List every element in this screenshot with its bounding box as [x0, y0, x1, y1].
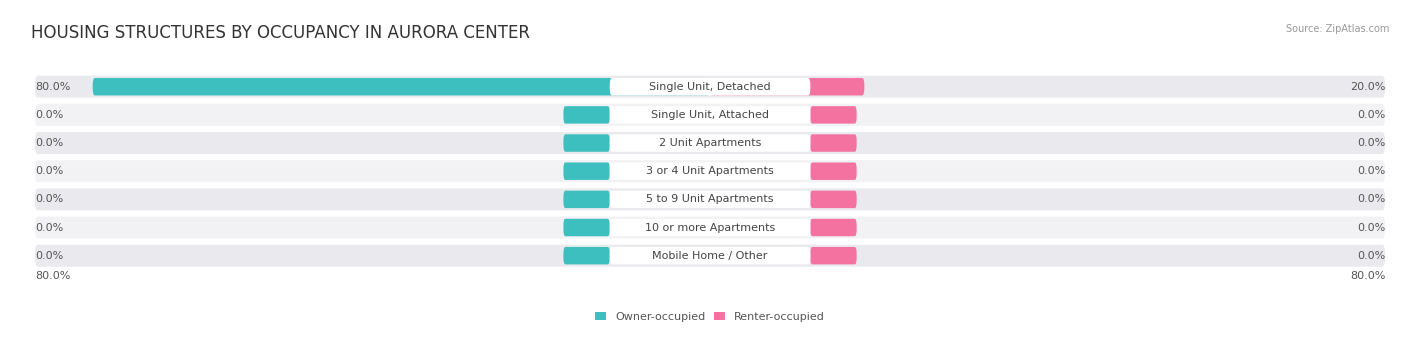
Text: Mobile Home / Other: Mobile Home / Other	[652, 251, 768, 261]
Text: 2 Unit Apartments: 2 Unit Apartments	[659, 138, 761, 148]
Text: 0.0%: 0.0%	[35, 251, 63, 261]
Text: 0.0%: 0.0%	[35, 110, 63, 120]
Text: HOUSING STRUCTURES BY OCCUPANCY IN AURORA CENTER: HOUSING STRUCTURES BY OCCUPANCY IN AUROR…	[31, 24, 530, 42]
FancyBboxPatch shape	[610, 106, 810, 124]
FancyBboxPatch shape	[35, 217, 1385, 238]
FancyBboxPatch shape	[810, 191, 856, 208]
FancyBboxPatch shape	[35, 188, 1385, 210]
FancyBboxPatch shape	[564, 247, 610, 264]
FancyBboxPatch shape	[35, 160, 1385, 182]
FancyBboxPatch shape	[35, 245, 1385, 267]
FancyBboxPatch shape	[810, 162, 856, 180]
FancyBboxPatch shape	[810, 106, 856, 124]
FancyBboxPatch shape	[35, 76, 1385, 98]
Text: 20.0%: 20.0%	[1350, 82, 1385, 92]
Text: 10 or more Apartments: 10 or more Apartments	[645, 223, 775, 233]
FancyBboxPatch shape	[93, 78, 710, 95]
Text: 80.0%: 80.0%	[35, 82, 70, 92]
FancyBboxPatch shape	[810, 219, 856, 236]
Text: 0.0%: 0.0%	[35, 223, 63, 233]
FancyBboxPatch shape	[610, 78, 810, 95]
FancyBboxPatch shape	[564, 106, 610, 124]
FancyBboxPatch shape	[710, 78, 865, 95]
FancyBboxPatch shape	[564, 191, 610, 208]
Text: 80.0%: 80.0%	[35, 271, 70, 281]
FancyBboxPatch shape	[610, 247, 810, 264]
Text: 0.0%: 0.0%	[1357, 194, 1385, 204]
FancyBboxPatch shape	[810, 247, 856, 264]
FancyBboxPatch shape	[564, 134, 610, 152]
Text: 5 to 9 Unit Apartments: 5 to 9 Unit Apartments	[647, 194, 773, 204]
FancyBboxPatch shape	[564, 219, 610, 236]
FancyBboxPatch shape	[610, 219, 810, 236]
Text: Single Unit, Attached: Single Unit, Attached	[651, 110, 769, 120]
FancyBboxPatch shape	[810, 134, 856, 152]
Text: 0.0%: 0.0%	[35, 138, 63, 148]
FancyBboxPatch shape	[610, 162, 810, 180]
Text: 3 or 4 Unit Apartments: 3 or 4 Unit Apartments	[647, 166, 773, 176]
Text: 0.0%: 0.0%	[1357, 110, 1385, 120]
Text: 0.0%: 0.0%	[35, 194, 63, 204]
Text: Source: ZipAtlas.com: Source: ZipAtlas.com	[1285, 24, 1389, 34]
FancyBboxPatch shape	[35, 104, 1385, 126]
Text: 0.0%: 0.0%	[1357, 138, 1385, 148]
FancyBboxPatch shape	[564, 162, 610, 180]
Text: 0.0%: 0.0%	[1357, 223, 1385, 233]
FancyBboxPatch shape	[610, 134, 810, 152]
Text: Single Unit, Detached: Single Unit, Detached	[650, 82, 770, 92]
Text: 0.0%: 0.0%	[1357, 166, 1385, 176]
FancyBboxPatch shape	[35, 132, 1385, 154]
Text: 0.0%: 0.0%	[1357, 251, 1385, 261]
Text: 80.0%: 80.0%	[1350, 271, 1385, 281]
Text: 0.0%: 0.0%	[35, 166, 63, 176]
Legend: Owner-occupied, Renter-occupied: Owner-occupied, Renter-occupied	[595, 312, 825, 322]
FancyBboxPatch shape	[610, 191, 810, 208]
